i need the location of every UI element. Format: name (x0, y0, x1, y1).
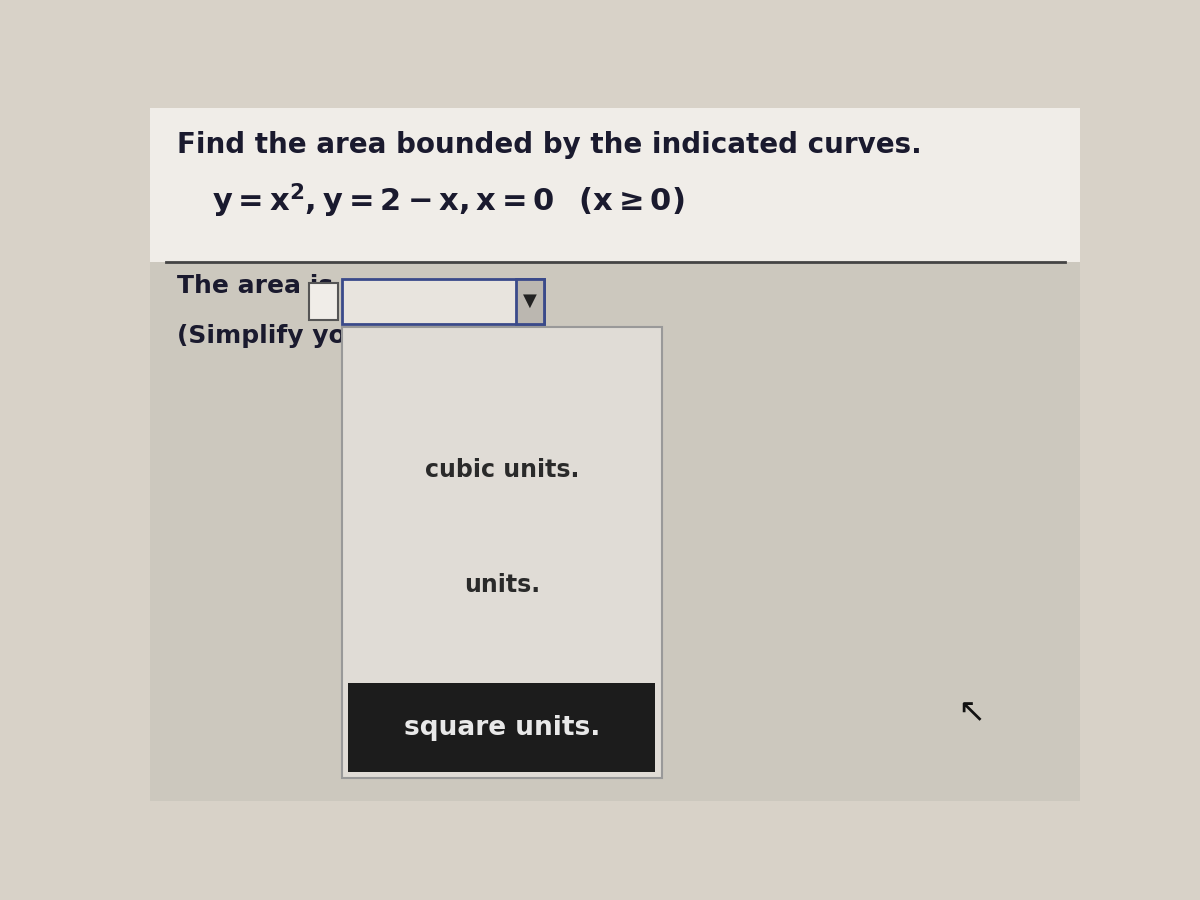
Text: (Simplify your ar: (Simplify your ar (178, 324, 414, 347)
Text: ▼: ▼ (523, 292, 536, 310)
Text: square units.: square units. (403, 715, 600, 741)
Bar (308, 283, 338, 320)
Text: $\mathbf{y=x^2, y=2-x, x=0 \;\;\; (x \geq 0)}$: $\mathbf{y=x^2, y=2-x, x=0 \;\;\; (x \ge… (212, 181, 684, 220)
Text: Find the area bounded by the indicated curves.: Find the area bounded by the indicated c… (178, 131, 922, 159)
Text: The area is: The area is (178, 274, 334, 298)
Bar (150, 262, 1080, 801)
Bar (150, 108, 1080, 377)
Bar (342, 328, 661, 778)
Bar (516, 279, 544, 324)
Bar (342, 279, 544, 324)
Text: units.: units. (463, 573, 540, 598)
Bar (348, 683, 655, 771)
Text: ↖: ↖ (958, 696, 985, 729)
Text: cubic units.: cubic units. (425, 458, 580, 482)
